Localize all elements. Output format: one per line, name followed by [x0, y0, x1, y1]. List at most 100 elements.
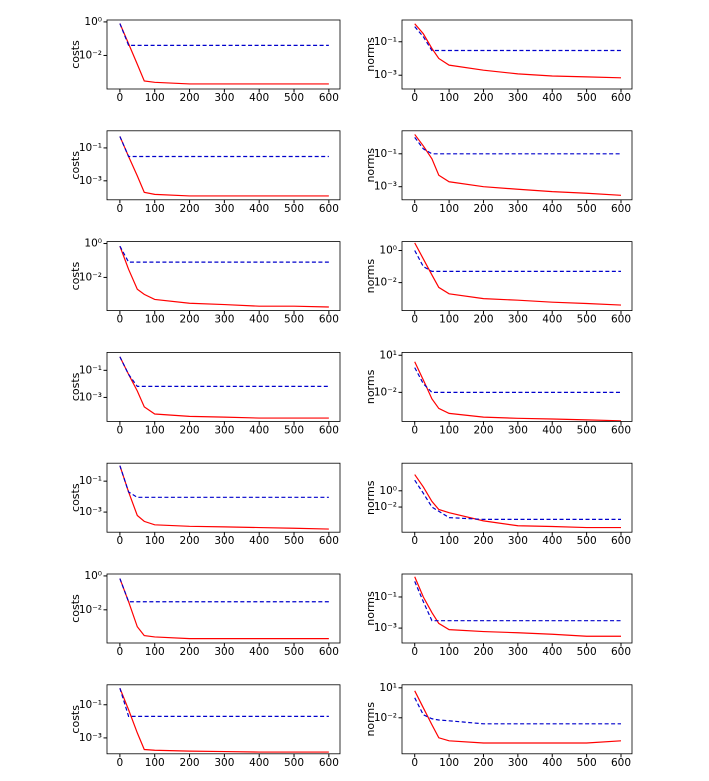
- axes-frame: [106, 351, 341, 422]
- x-tick-label: 200: [180, 646, 200, 658]
- x-tick-label: 400: [249, 424, 269, 436]
- x-tick-label: 0: [117, 314, 124, 326]
- y-tick-label: 10⁻¹: [79, 142, 102, 154]
- series-line: [414, 697, 621, 725]
- y-axis-label: costs: [69, 372, 82, 401]
- x-tick-label: 100: [439, 92, 459, 104]
- axes-frame: [401, 241, 633, 312]
- y-tick-label: 10⁰: [84, 16, 102, 28]
- x-tick-label: 100: [145, 314, 165, 326]
- x-tick-label: 500: [577, 92, 597, 104]
- x-tick-label: 200: [473, 424, 493, 436]
- x-tick-label: 500: [577, 424, 597, 436]
- series-line: [119, 245, 329, 263]
- x-tick-label: 0: [117, 646, 124, 658]
- x-tick-label: 500: [577, 203, 597, 215]
- axes-frame: [106, 462, 341, 533]
- axes-frame: [401, 130, 633, 201]
- y-tick-label: 10¹: [379, 682, 397, 694]
- x-tick-label: 600: [611, 92, 631, 104]
- x-tick-label: 600: [319, 424, 339, 436]
- y-axis-label: costs: [69, 483, 82, 512]
- axes-frame: [401, 684, 633, 755]
- series-line: [414, 242, 622, 306]
- x-tick-label: 400: [542, 424, 562, 436]
- x-tick-label: 500: [284, 646, 304, 658]
- x-tick-label: 500: [284, 203, 304, 215]
- y-axis-label: costs: [69, 40, 82, 69]
- y-tick-label: 10⁻³: [79, 506, 102, 518]
- y-axis-label: costs: [69, 262, 82, 291]
- x-tick-label: 400: [249, 203, 269, 215]
- x-tick-label: 0: [411, 646, 418, 658]
- series-line: [414, 474, 621, 529]
- x-tick-label: 100: [145, 535, 165, 547]
- y-tick-label: 10⁻¹: [79, 364, 102, 376]
- x-tick-label: 200: [180, 203, 200, 215]
- x-tick-label: 300: [508, 757, 528, 769]
- x-tick-label: 600: [611, 757, 631, 769]
- x-tick-label: 500: [284, 314, 304, 326]
- x-tick-label: 0: [411, 535, 418, 547]
- y-axis-label: norms: [364, 259, 377, 294]
- y-tick-label: 10⁻²: [79, 604, 102, 616]
- x-tick-label: 300: [508, 535, 528, 547]
- x-tick-label: 0: [411, 203, 418, 215]
- axes-frame: [106, 684, 341, 755]
- series-line: [119, 136, 329, 197]
- x-tick-label: 200: [180, 535, 200, 547]
- x-tick-label: 100: [439, 424, 459, 436]
- x-tick-label: 0: [411, 424, 418, 436]
- y-axis-label: costs: [69, 151, 82, 180]
- series-line: [119, 465, 329, 498]
- y-tick-label: 10⁻²: [79, 271, 102, 283]
- y-axis-label: norms: [364, 369, 377, 404]
- series-line: [119, 356, 329, 419]
- x-tick-label: 400: [542, 314, 562, 326]
- series-line: [119, 578, 329, 640]
- y-tick-label: 10⁻³: [374, 69, 397, 81]
- x-tick-label: 500: [577, 757, 597, 769]
- x-tick-label: 200: [180, 424, 200, 436]
- x-tick-label: 100: [439, 535, 459, 547]
- axes-frame: [106, 19, 341, 90]
- x-tick-label: 100: [439, 314, 459, 326]
- y-axis-label: norms: [364, 37, 377, 72]
- x-tick-label: 600: [611, 646, 631, 658]
- y-axis-label: norms: [364, 148, 377, 183]
- x-tick-label: 400: [542, 535, 562, 547]
- series-line: [119, 687, 329, 753]
- y-tick-label: 10⁰: [84, 570, 102, 582]
- y-tick-label: 10⁻³: [79, 391, 102, 403]
- y-tick-label: 10⁻²: [374, 501, 397, 513]
- series-line: [414, 581, 621, 622]
- y-tick-label: 10⁻¹: [374, 591, 397, 603]
- x-tick-label: 200: [180, 314, 200, 326]
- x-tick-label: 500: [284, 535, 304, 547]
- x-tick-label: 300: [214, 757, 234, 769]
- x-tick-label: 500: [284, 757, 304, 769]
- x-tick-label: 100: [145, 424, 165, 436]
- y-tick-label: 10¹: [379, 349, 397, 361]
- axes-frame: [106, 573, 341, 644]
- x-tick-label: 400: [542, 203, 562, 215]
- x-tick-label: 600: [319, 535, 339, 547]
- x-tick-label: 100: [145, 757, 165, 769]
- y-tick-label: 10⁻³: [374, 622, 397, 634]
- x-tick-label: 200: [473, 92, 493, 104]
- x-tick-label: 0: [117, 535, 124, 547]
- x-tick-label: 0: [117, 203, 124, 215]
- x-tick-label: 500: [577, 535, 597, 547]
- x-tick-label: 300: [214, 314, 234, 326]
- x-tick-label: 300: [214, 203, 234, 215]
- x-tick-label: 600: [319, 92, 339, 104]
- series-line: [119, 465, 329, 530]
- series-line: [414, 367, 621, 393]
- x-tick-label: 300: [508, 646, 528, 658]
- y-tick-label: 10⁻²: [374, 386, 397, 398]
- x-tick-label: 100: [145, 203, 165, 215]
- series-line: [119, 245, 329, 308]
- x-tick-label: 600: [611, 424, 631, 436]
- series-line: [119, 578, 329, 603]
